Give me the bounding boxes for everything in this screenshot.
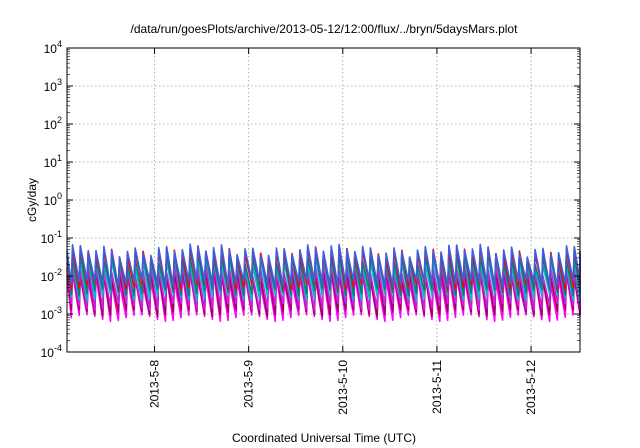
x-tick-label: 2013-5-8: [148, 360, 162, 408]
x-axis-label: Coordinated Universal Time (UTC): [232, 431, 416, 445]
y-tick-label: 10-1: [41, 229, 62, 246]
y-tick-exponent: -1: [54, 229, 62, 239]
y-tick-label: 10-2: [41, 267, 62, 284]
x-tick-label: 2013-5-12: [524, 360, 538, 415]
y-tick-base: 10: [44, 156, 58, 170]
series-group: [66, 243, 581, 323]
y-tick-exponent: 2: [57, 115, 62, 125]
y-tick-label: 104: [44, 39, 62, 56]
x-tick-label: 2013-5-10: [336, 360, 350, 415]
x-tick-label: 2013-5-11: [430, 360, 444, 414]
y-tick-label: 101: [44, 153, 62, 170]
y-tick-exponent: 4: [57, 39, 62, 49]
y-tick-exponent: 1: [57, 153, 62, 163]
y-tick-base: 10: [41, 308, 55, 322]
y-tick-label: 103: [44, 77, 62, 94]
y-tick-base: 10: [44, 80, 58, 94]
y-tick-base: 10: [44, 42, 58, 56]
series-line: [66, 266, 581, 317]
y-tick-label: 10-3: [41, 305, 62, 322]
series-line: [66, 243, 581, 288]
y-tick-base: 10: [44, 118, 58, 132]
y-axis-label: cGy/day: [25, 178, 39, 222]
y-tick-base: 10: [44, 194, 58, 208]
x-axis: 2013-5-8 2013-5-9 2013-5-10 2013-5-11 2013-5…: [148, 48, 538, 415]
y-tick-label: 102: [44, 115, 62, 132]
y-tick-exponent: 0: [57, 191, 62, 201]
series-line: [66, 271, 581, 323]
y-tick-label: 10-4: [41, 343, 62, 360]
y-tick-exponent: -3: [54, 305, 62, 315]
y-tick-exponent: -2: [54, 267, 62, 277]
series-line: [66, 262, 581, 311]
y-tick-label: 100: [44, 191, 62, 208]
x-tick-label: 2013-5-9: [242, 360, 256, 408]
y-tick-base: 10: [41, 270, 55, 284]
y-tick-base: 10: [41, 232, 55, 246]
chart-title: /data/run/goesPlots/archive/2013-05-12/1…: [131, 22, 519, 36]
y-tick-exponent: -4: [54, 343, 62, 353]
y-tick-exponent: 3: [57, 77, 62, 87]
y-tick-base: 10: [41, 346, 55, 360]
